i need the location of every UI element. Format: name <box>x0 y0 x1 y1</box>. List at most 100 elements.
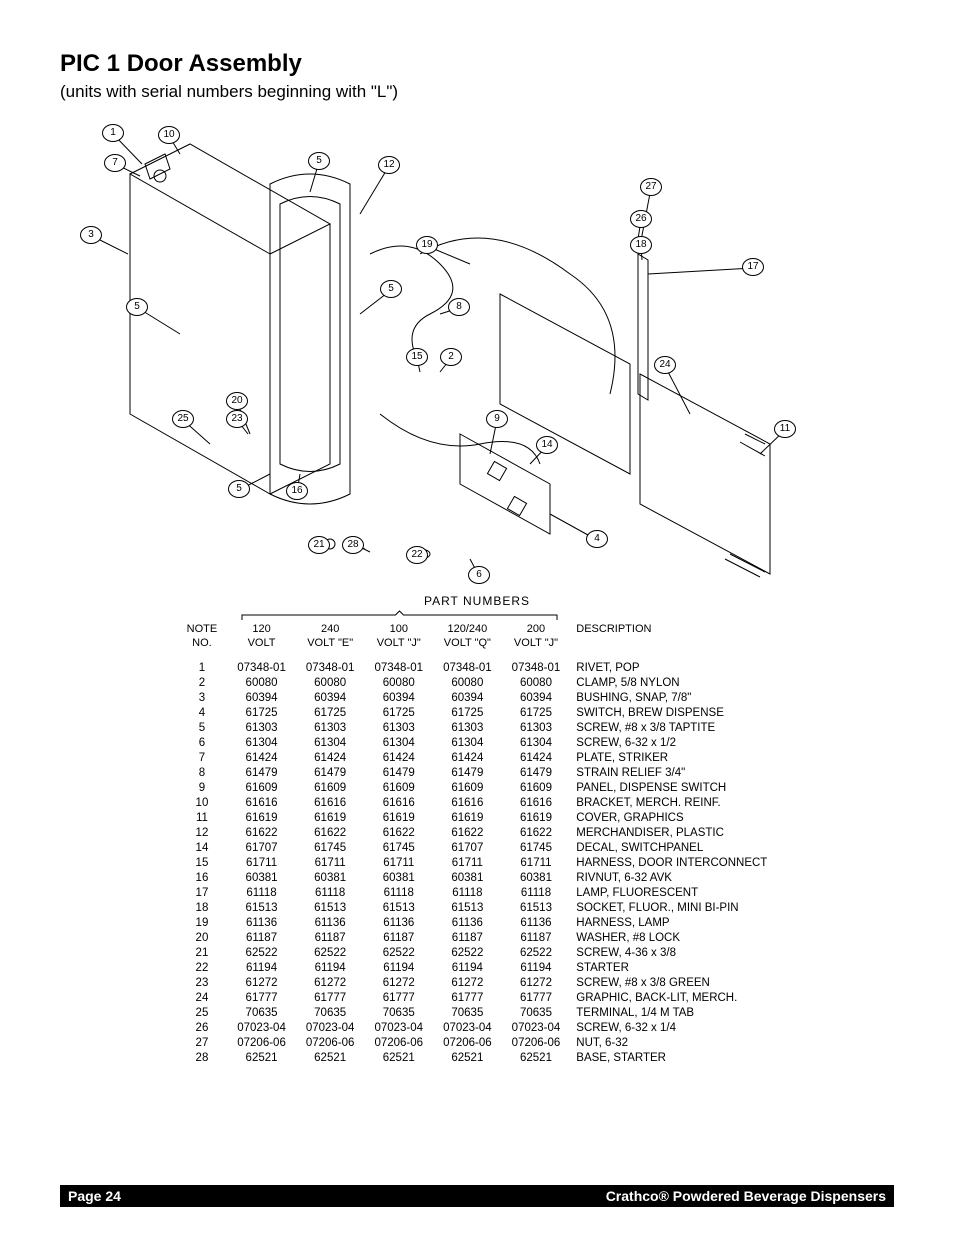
desc-cell: MERCHANDISER, PLASTIC <box>570 826 777 841</box>
note-cell: 24 <box>177 991 228 1006</box>
table-row: 46172561725617256172561725SWITCH, BREW D… <box>177 706 778 721</box>
part-cell: 61136 <box>296 916 365 931</box>
part-cell: 70635 <box>227 1006 296 1021</box>
note-cell: 12 <box>177 826 228 841</box>
part-cell: 61479 <box>227 766 296 781</box>
part-cell: 61619 <box>227 811 296 826</box>
part-cell: 61616 <box>227 796 296 811</box>
part-cell: 60394 <box>502 691 571 706</box>
part-cell: 61136 <box>502 916 571 931</box>
part-cell: 61424 <box>502 751 571 766</box>
part-cell: 61187 <box>296 931 365 946</box>
part-cell: 61616 <box>502 796 571 811</box>
part-cell: 60381 <box>227 871 296 886</box>
callout-5: 5 <box>228 480 250 498</box>
note-cell: 11 <box>177 811 228 826</box>
table-row: 96160961609616096160961609PANEL, DISPENS… <box>177 781 778 796</box>
part-cell: 07348-01 <box>433 661 502 676</box>
desc-cell: SCREW, 6-32 x 1/2 <box>570 736 777 751</box>
callout-27: 27 <box>640 178 662 196</box>
part-cell: 60080 <box>364 676 433 691</box>
part-cell: 61745 <box>296 841 365 856</box>
part-cell: 61424 <box>433 751 502 766</box>
footer-brand: Crathco® Powdered Beverage Dispensers <box>606 1188 886 1204</box>
note-cell: 14 <box>177 841 228 856</box>
part-cell: 61513 <box>296 901 365 916</box>
part-cell: 61777 <box>364 991 433 1006</box>
callout-19: 19 <box>416 236 438 254</box>
part-cell: 61424 <box>227 751 296 766</box>
part-cell: 70635 <box>296 1006 365 1021</box>
part-cell: 07023-04 <box>364 1021 433 1036</box>
part-cell: 61187 <box>227 931 296 946</box>
table-row: 86147961479614796147961479STRAIN RELIEF … <box>177 766 778 781</box>
callout-8: 8 <box>448 298 470 316</box>
callout-22: 22 <box>406 546 428 564</box>
table-row: 36039460394603946039460394BUSHING, SNAP,… <box>177 691 778 706</box>
part-cell: 61187 <box>433 931 502 946</box>
part-cell: 61609 <box>364 781 433 796</box>
page-title: PIC 1 Door Assembly <box>60 50 894 78</box>
part-cell: 07206-06 <box>502 1036 571 1051</box>
part-cell: 61745 <box>502 841 571 856</box>
callout-16: 16 <box>286 482 308 500</box>
part-cell: 07206-06 <box>227 1036 296 1051</box>
part-cell: 62521 <box>227 1051 296 1066</box>
part-cell: 61619 <box>296 811 365 826</box>
desc-cell: BRACKET, MERCH. REINF. <box>570 796 777 811</box>
part-cell: 61707 <box>433 841 502 856</box>
part-cell: 61272 <box>296 976 365 991</box>
part-cell: 61609 <box>296 781 365 796</box>
part-cell: 61194 <box>433 961 502 976</box>
desc-cell: STARTER <box>570 961 777 976</box>
part-cell: 61616 <box>433 796 502 811</box>
part-cell: 07206-06 <box>296 1036 365 1051</box>
part-cell: 60381 <box>502 871 571 886</box>
part-cell: 61609 <box>433 781 502 796</box>
desc-cell: GRAPHIC, BACK-LIT, MERCH. <box>570 991 777 1006</box>
note-cell: 3 <box>177 691 228 706</box>
part-cell: 61304 <box>227 736 296 751</box>
part-cell: 61272 <box>433 976 502 991</box>
part-cell: 70635 <box>433 1006 502 1021</box>
desc-cell: DECAL, SWITCHPANEL <box>570 841 777 856</box>
callout-10: 10 <box>158 126 180 144</box>
part-cell: 61711 <box>502 856 571 871</box>
part-cell: 61711 <box>433 856 502 871</box>
parts-header: PART NUMBERS <box>60 594 894 608</box>
part-cell: 62522 <box>364 946 433 961</box>
part-cell: 60394 <box>364 691 433 706</box>
part-cell: 61609 <box>227 781 296 796</box>
desc-cell: PANEL, DISPENSE SWITCH <box>570 781 777 796</box>
callout-25: 25 <box>172 410 194 428</box>
note-cell: 7 <box>177 751 228 766</box>
part-cell: 61272 <box>364 976 433 991</box>
part-cell: 61303 <box>296 721 365 736</box>
part-cell: 61725 <box>433 706 502 721</box>
part-cell: 07023-04 <box>296 1021 365 1036</box>
col-header: 120VOLT <box>227 620 296 661</box>
part-cell: 07348-01 <box>227 661 296 676</box>
part-cell: 61711 <box>227 856 296 871</box>
table-row: 176111861118611186111861118LAMP, FLUORES… <box>177 886 778 901</box>
callout-9: 9 <box>486 410 508 428</box>
bracket-line <box>127 610 827 620</box>
callout-28: 28 <box>342 536 364 554</box>
part-cell: 61616 <box>296 796 365 811</box>
note-cell: 15 <box>177 856 228 871</box>
part-cell: 07023-04 <box>433 1021 502 1036</box>
note-cell: 4 <box>177 706 228 721</box>
desc-cell: BASE, STARTER <box>570 1051 777 1066</box>
note-cell: 19 <box>177 916 228 931</box>
desc-cell: SWITCH, BREW DISPENSE <box>570 706 777 721</box>
callout-2: 2 <box>440 348 462 366</box>
note-cell: 2 <box>177 676 228 691</box>
desc-cell: SCREW, #8 x 3/8 TAPTITE <box>570 721 777 736</box>
table-row: 107348-0107348-0107348-0107348-0107348-0… <box>177 661 778 676</box>
part-cell: 61711 <box>296 856 365 871</box>
part-cell: 61745 <box>364 841 433 856</box>
callout-15: 15 <box>406 348 428 366</box>
part-cell: 61304 <box>364 736 433 751</box>
part-cell: 60080 <box>296 676 365 691</box>
table-row: 146170761745617456170761745DECAL, SWITCH… <box>177 841 778 856</box>
